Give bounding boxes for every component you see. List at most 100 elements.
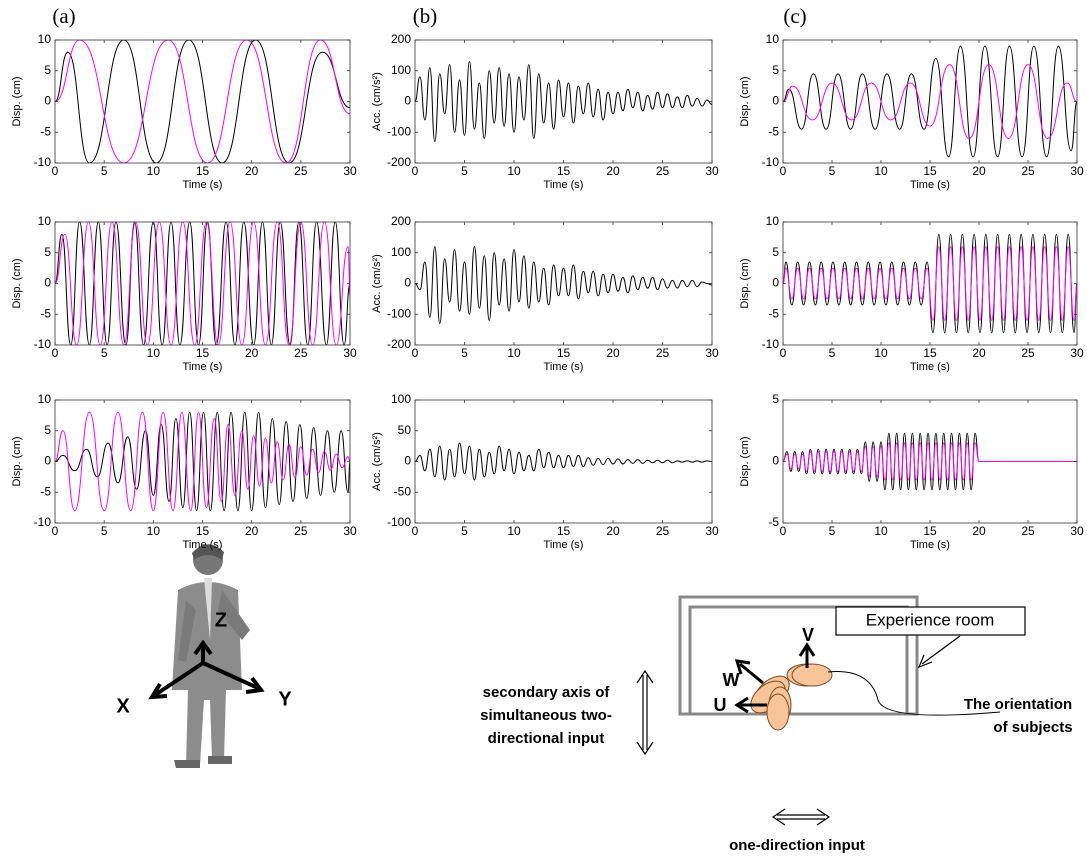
x-tick-label: 5 [829,524,836,538]
y-tick-label: 10 [766,32,780,46]
x-tick-label: 15 [557,346,571,360]
plot-frame [783,222,1077,345]
x-axis-label: Time (s) [544,179,584,191]
x-tick-label: 0 [780,164,787,178]
subject-axis-label: W [723,670,740,690]
x-tick-label: 10 [874,164,888,178]
x-tick-label: 10 [147,164,161,178]
y-tick-label: 10 [766,214,780,228]
x-tick-label: 0 [412,346,419,360]
secondary-axis-label: secondary axis of [483,684,611,701]
plot-frame [783,40,1077,163]
person [172,544,250,768]
y-tick-label: 200 [391,32,411,46]
x-tick-label: 20 [245,346,259,360]
x-tick-label: 20 [972,524,986,538]
x-tick-label: 5 [829,346,836,360]
signal-line [783,234,1077,332]
x-tick-label: 5 [101,346,108,360]
y-tick-label: -5 [40,124,51,138]
y-tick-label: 0 [44,94,51,108]
y-tick-label: -10 [34,155,52,169]
x-tick-label: 20 [606,524,620,538]
x-tick-label: 30 [343,164,357,178]
x-tick-label: 20 [606,346,620,360]
plot-frame [415,40,712,163]
double-arrows [637,671,829,825]
x-tick-label: 15 [923,346,937,360]
y-tick-label: 100 [391,392,411,406]
x-tick-label: 25 [294,164,308,178]
y-tick-label: -100 [387,124,411,138]
y-tick-label: -200 [387,155,411,169]
x-tick-label: 15 [557,164,571,178]
y-tick-label: 200 [391,214,411,228]
x-tick-label: 5 [101,164,108,178]
y-tick-label: -100 [387,306,411,320]
x-tick-label: 15 [196,164,210,178]
x-axis-label: Time (s) [910,361,950,373]
x-tick-label: 15 [923,524,937,538]
y-tick-label: -5 [768,306,779,320]
y-tick-label: -100 [387,515,411,529]
signal-line [415,247,712,324]
x-tick-label: 0 [52,524,59,538]
signal-line [783,443,1077,480]
y-tick-label: 0 [772,454,779,468]
x-axis-label: Time (s) [183,539,223,551]
one-direction-label: one-direction input [729,837,865,854]
axis-label: X [116,695,130,717]
x-tick-label: 10 [507,524,521,538]
y-axis-label: Disp. (cm) [11,436,23,486]
x-tick-label: 0 [412,524,419,538]
x-tick-label: 15 [557,524,571,538]
x-tick-label: 5 [829,164,836,178]
y-tick-label: -10 [34,515,52,529]
chart: 051015202530-10-50510Time (s)Disp. (cm) [11,214,357,373]
x-tick-label: 10 [147,524,161,538]
y-tick-label: 0 [404,276,411,290]
y-tick-label: -5 [768,515,779,529]
signal-line [783,247,1077,321]
y-tick-label: 5 [44,245,51,259]
panel-label: (c) [783,4,806,28]
x-tick-label: 0 [780,524,787,538]
y-tick-label: -5 [768,124,779,138]
y-tick-label: 5 [44,63,51,77]
y-tick-label: 10 [38,392,52,406]
y-tick-label: 50 [398,423,412,437]
y-tick-label: -5 [40,484,51,498]
x-tick-label: 25 [1021,164,1035,178]
y-axis-label: Disp. (cm) [739,436,751,486]
y-tick-label: -5 [40,306,51,320]
subject-axis-label: V [802,625,814,645]
x-axis-label: Time (s) [910,179,950,191]
plot-frame [415,400,712,523]
axis-label: Z [215,609,227,631]
x-tick-label: 30 [1070,346,1084,360]
x-tick-label: 0 [52,346,59,360]
y-axis-label: Disp. (cm) [11,76,23,126]
y-tick-label: 10 [38,214,52,228]
x-tick-label: 20 [972,346,986,360]
secondary-axis-label: simultaneous two- [480,707,612,724]
y-axis-label: Acc. (cm/s²) [371,254,383,313]
y-axis-label: Disp. (cm) [739,76,751,126]
x-tick-label: 25 [656,346,670,360]
x-tick-label: 25 [1021,346,1035,360]
panel-label: (b) [413,4,438,28]
x-axis-label: Time (s) [544,361,584,373]
y-tick-label: 0 [404,454,411,468]
x-tick-label: 25 [656,164,670,178]
plot-frame [415,222,712,345]
x-tick-label: 0 [412,164,419,178]
y-tick-label: 100 [391,245,411,259]
x-tick-label: 10 [507,346,521,360]
x-tick-label: 20 [606,164,620,178]
y-tick-label: 0 [44,454,51,468]
x-tick-label: 30 [343,346,357,360]
x-tick-label: 0 [52,164,59,178]
